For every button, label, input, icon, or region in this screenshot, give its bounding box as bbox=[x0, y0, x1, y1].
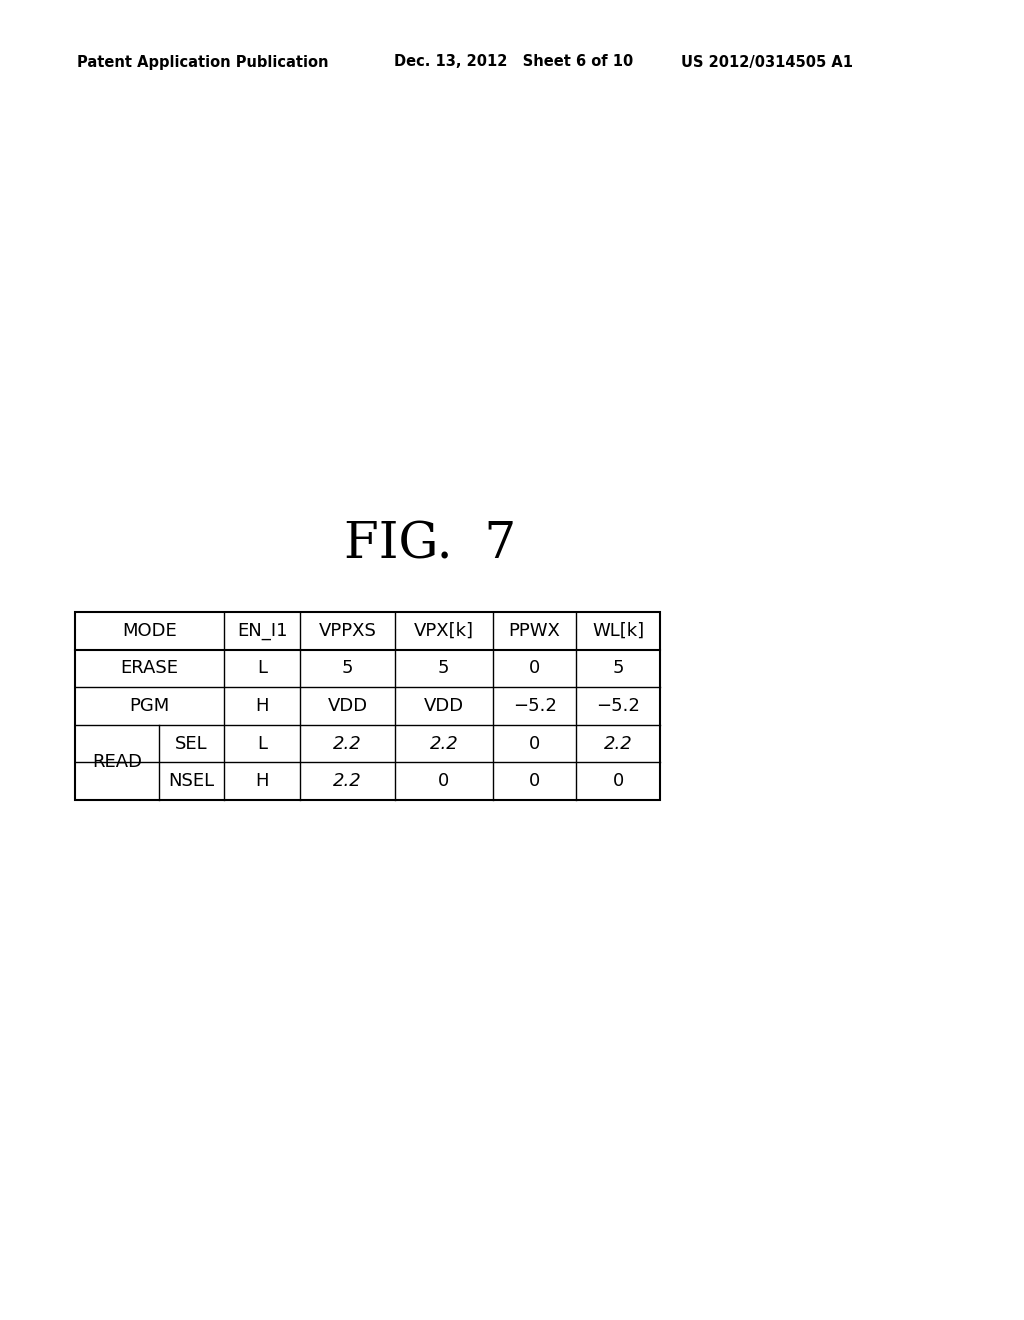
Text: PGM: PGM bbox=[129, 697, 170, 715]
Text: US 2012/0314505 A1: US 2012/0314505 A1 bbox=[681, 54, 853, 70]
Text: MODE: MODE bbox=[122, 622, 177, 640]
Text: Patent Application Publication: Patent Application Publication bbox=[77, 54, 329, 70]
Text: −5.2: −5.2 bbox=[596, 697, 640, 715]
Text: VDD: VDD bbox=[424, 697, 464, 715]
Text: 2.2: 2.2 bbox=[333, 735, 361, 752]
Text: 0: 0 bbox=[529, 660, 541, 677]
Text: 5: 5 bbox=[342, 660, 353, 677]
Text: 0: 0 bbox=[612, 772, 624, 791]
Bar bbox=[75, 612, 660, 800]
Text: VPX[k]: VPX[k] bbox=[414, 622, 474, 640]
Text: H: H bbox=[255, 772, 269, 791]
Text: 0: 0 bbox=[529, 735, 541, 752]
Text: 2.2: 2.2 bbox=[333, 772, 361, 791]
Text: 0: 0 bbox=[438, 772, 450, 791]
Text: 2.2: 2.2 bbox=[604, 735, 633, 752]
Text: H: H bbox=[255, 697, 269, 715]
Text: Dec. 13, 2012   Sheet 6 of 10: Dec. 13, 2012 Sheet 6 of 10 bbox=[394, 54, 634, 70]
Text: EN_I1: EN_I1 bbox=[237, 622, 288, 640]
Text: VDD: VDD bbox=[328, 697, 368, 715]
Text: READ: READ bbox=[92, 754, 141, 771]
Text: 5: 5 bbox=[438, 660, 450, 677]
Text: L: L bbox=[257, 660, 267, 677]
Text: NSEL: NSEL bbox=[168, 772, 214, 791]
Text: SEL: SEL bbox=[175, 735, 208, 752]
Text: ERASE: ERASE bbox=[121, 660, 178, 677]
Text: FIG.  7: FIG. 7 bbox=[344, 520, 516, 570]
Text: −5.2: −5.2 bbox=[513, 697, 557, 715]
Text: WL[k]: WL[k] bbox=[592, 622, 644, 640]
Text: 2.2: 2.2 bbox=[429, 735, 458, 752]
Text: 0: 0 bbox=[529, 772, 541, 791]
Text: L: L bbox=[257, 735, 267, 752]
Text: PPWX: PPWX bbox=[509, 622, 560, 640]
Text: VPPXS: VPPXS bbox=[318, 622, 377, 640]
Text: 5: 5 bbox=[612, 660, 624, 677]
